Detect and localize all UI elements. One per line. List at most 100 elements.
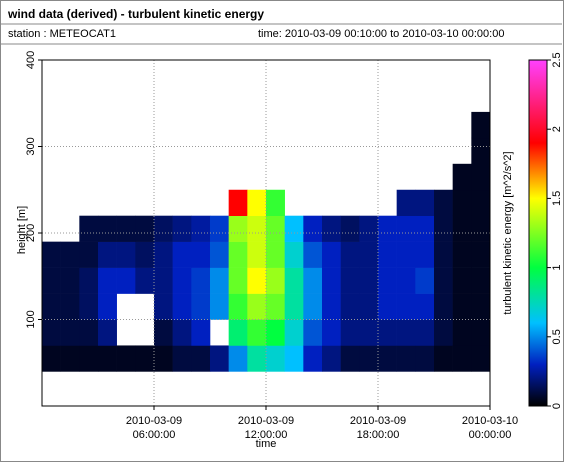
heatmap-cell [396, 215, 416, 242]
heatmap-cell [60, 293, 80, 320]
heatmap-cell [42, 267, 61, 294]
heatmap-cell [452, 267, 472, 294]
heatmap-cell [172, 267, 192, 294]
plot-border [41, 59, 491, 407]
heatmap-cell [98, 215, 117, 242]
heatmap-cell [452, 293, 472, 320]
heatmap-cell [471, 241, 491, 268]
heatmap-cell [471, 267, 491, 294]
heatmap-cell [247, 241, 267, 268]
station: station : METEOCAT1 [8, 28, 116, 40]
heatmap-cell [434, 319, 453, 346]
heatmap-cell [322, 293, 341, 320]
heatmap-cell [266, 293, 285, 320]
heatmap-cell [191, 241, 211, 268]
heatmap-cell [60, 267, 80, 294]
heatmap-cell [471, 137, 491, 165]
heatmap-cell [303, 345, 323, 372]
heatmap-cell [434, 293, 453, 320]
heatmap-cell [247, 345, 267, 372]
heatmap-cell [42, 241, 61, 268]
heatmap-cell [340, 293, 360, 320]
heatmap-cell [154, 241, 173, 268]
heatmap-cell [378, 293, 397, 320]
colorbar-label: turbulent kinetic energy [m^2/s^2] [502, 151, 514, 314]
heatmap-cell [322, 267, 341, 294]
heatmap-cell [42, 319, 61, 346]
heatmap-cell [228, 215, 248, 242]
heatmap-cell [135, 267, 155, 294]
heatmap-cell [415, 319, 435, 346]
heatmap-cell [396, 189, 416, 216]
heatmap-cell [359, 241, 379, 268]
heatmap-cell [266, 267, 285, 294]
heatmap-cell [79, 319, 99, 346]
heatmap-cell [340, 215, 360, 242]
y-tick-label: 100 [25, 310, 37, 328]
heatmap-cell [359, 215, 379, 242]
heatmap-cell [378, 215, 397, 242]
heatmap-cell [98, 267, 117, 294]
heatmap-cell [228, 241, 248, 268]
heatmap-cell [191, 345, 211, 372]
heatmap-cell [434, 345, 453, 372]
heatmap-cell [247, 293, 267, 320]
y-tick-label: 400 [25, 51, 37, 69]
heatmap-cell [471, 319, 491, 346]
heatmap-cell [228, 293, 248, 320]
heatmap-cell [172, 319, 192, 346]
heatmap-cell [452, 319, 472, 346]
heatmap-cell [98, 241, 117, 268]
x-tick-label: 2010-03-09 12:00:00 [238, 415, 294, 441]
heatmap-cell [154, 293, 173, 320]
heatmap-cell [322, 215, 341, 242]
y-tick-label: 300 [25, 137, 37, 155]
heatmap-cell [228, 319, 248, 346]
heatmap-cell [303, 267, 323, 294]
heatmap-cell [452, 215, 472, 242]
heatmap-cell [228, 267, 248, 294]
colorbar [528, 59, 548, 407]
heatmap-cell [434, 215, 453, 242]
heatmap-cell [415, 267, 435, 294]
heatmap-cell [247, 319, 267, 346]
heatmap-cell [154, 267, 173, 294]
heatmap-cell [452, 163, 472, 191]
heatmap-cell [191, 267, 211, 294]
heatmap-cell [247, 267, 267, 294]
colorbar-tick-label: 2 [551, 126, 563, 132]
heatmap-cell [210, 215, 229, 242]
heatmap-cell [116, 345, 136, 372]
heatmap-cell [434, 241, 453, 268]
heatmap-cell [79, 215, 99, 242]
colorbar-tick-label: 1 [551, 265, 563, 271]
heatmap-cell [359, 345, 379, 372]
heatmap-cell [434, 189, 453, 216]
heatmap-cell [322, 319, 341, 346]
heatmap-cell [266, 215, 285, 242]
heatmap-cell [396, 319, 416, 346]
heatmap-cell [415, 215, 435, 242]
heatmap-cell [42, 345, 61, 372]
heatmap-cell [452, 241, 472, 268]
heatmap-cell [210, 267, 229, 294]
heatmap-cell [135, 215, 155, 242]
heatmap-cell [415, 189, 435, 216]
heatmap-cell [378, 319, 397, 346]
heatmap-cell [378, 345, 397, 372]
heatmap-cell [471, 345, 491, 372]
heatmap-cell [191, 319, 211, 346]
heatmap-cell [396, 293, 416, 320]
heatmap-cell [340, 241, 360, 268]
heatmap-cell [266, 241, 285, 268]
heatmap-cell [79, 241, 99, 268]
heatmap-cell [191, 293, 211, 320]
heatmap-cell [471, 293, 491, 320]
heatmap-cell [378, 267, 397, 294]
heatmap-cell [452, 345, 472, 372]
heatmap-cell [303, 293, 323, 320]
heatmap-cell [210, 345, 229, 372]
heatmap-cell [79, 267, 99, 294]
heatmap-cell [340, 267, 360, 294]
heatmap-cell [378, 241, 397, 268]
